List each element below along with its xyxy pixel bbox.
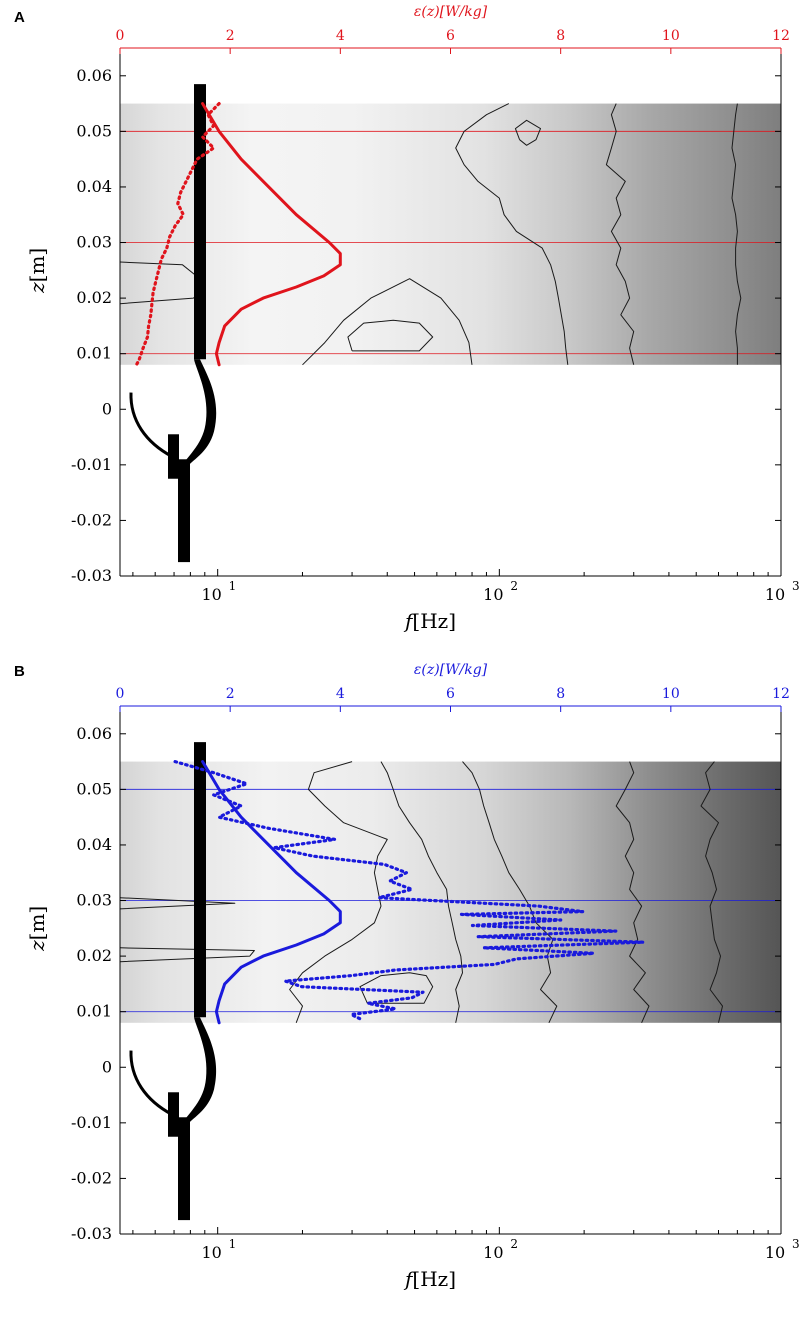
contour-line bbox=[700, 761, 723, 1023]
panel-letter: B bbox=[14, 663, 25, 680]
hub bbox=[168, 1092, 179, 1137]
dotted-profile bbox=[173, 759, 645, 1022]
contour-line bbox=[514, 119, 541, 146]
top-tick-label: 6 bbox=[446, 686, 455, 702]
y-axis-label-unit: [m] bbox=[25, 248, 49, 283]
contour-line bbox=[605, 103, 635, 365]
y-tick-label: -0.01 bbox=[71, 455, 112, 474]
y-tick-label: 0.04 bbox=[76, 177, 112, 196]
contour-line bbox=[302, 278, 473, 366]
impeller bbox=[178, 359, 217, 471]
x-tick-label: 10 bbox=[483, 1243, 503, 1262]
x-tick-label: 10 bbox=[765, 585, 785, 604]
x-axis-label: f[Hz] bbox=[403, 609, 456, 633]
heatmap bbox=[120, 761, 781, 1023]
impeller-arm bbox=[129, 1050, 173, 1116]
y-tick-label: 0.05 bbox=[76, 121, 112, 140]
top-tick-label: 12 bbox=[772, 28, 790, 44]
x-axis-label-unit: [Hz] bbox=[412, 1267, 456, 1291]
top-tick-label: 10 bbox=[662, 686, 680, 702]
contour-line bbox=[455, 103, 569, 365]
y-tick-label: 0.03 bbox=[76, 891, 112, 910]
contour-line bbox=[380, 761, 463, 1023]
top-tick-label: 6 bbox=[446, 28, 455, 44]
impeller bbox=[178, 1017, 217, 1129]
contour-line bbox=[462, 761, 558, 1024]
y-tick-label: -0.01 bbox=[71, 1113, 112, 1132]
top-tick-label: 0 bbox=[116, 686, 125, 702]
contour-line bbox=[347, 319, 434, 352]
x-tick-exponent: 3 bbox=[792, 1237, 800, 1251]
x-axis-label: f[Hz] bbox=[403, 1267, 456, 1291]
y-tick-label: 0 bbox=[102, 399, 112, 418]
y-tick-label: 0.01 bbox=[76, 1002, 112, 1021]
y-tick-label: 0.01 bbox=[76, 344, 112, 363]
top-axis-label: ε(z)[W/kg] bbox=[414, 662, 488, 678]
y-tick-label: 0.06 bbox=[76, 66, 112, 85]
contour-line bbox=[119, 947, 255, 963]
y-axis-label: z[m] bbox=[25, 248, 49, 294]
top-tick-label: 2 bbox=[226, 28, 235, 44]
top-axis-label: ε(z)[W/kg] bbox=[414, 4, 488, 20]
top-tick-label: 2 bbox=[226, 686, 235, 702]
impeller-arm bbox=[129, 392, 173, 458]
contour-line bbox=[359, 972, 434, 1004]
shaft bbox=[194, 742, 206, 1018]
y-tick-label: -0.03 bbox=[71, 1224, 112, 1243]
x-tick-label: 10 bbox=[201, 585, 221, 604]
y-tick-label: 0.02 bbox=[76, 288, 112, 307]
top-tick-label: 8 bbox=[556, 686, 565, 702]
y-tick-label: 0.05 bbox=[76, 779, 112, 798]
heatmap bbox=[120, 103, 781, 365]
shaft bbox=[194, 84, 206, 360]
x-tick-exponent: 3 bbox=[792, 579, 800, 593]
solid-profile bbox=[201, 760, 342, 1025]
top-tick-label: 10 bbox=[662, 28, 680, 44]
y-tick-label: 0.04 bbox=[76, 835, 112, 854]
x-tick-label: 10 bbox=[765, 1243, 785, 1262]
x-tick-exponent: 1 bbox=[229, 1237, 237, 1251]
top-tick-label: 8 bbox=[556, 28, 565, 44]
y-axis-label: z[m] bbox=[25, 906, 49, 952]
contour-line bbox=[731, 103, 742, 365]
x-tick-exponent: 2 bbox=[510, 579, 518, 593]
panel-letter: A bbox=[14, 9, 25, 26]
top-tick-label: 4 bbox=[336, 28, 345, 44]
x-tick-label: 10 bbox=[483, 585, 503, 604]
top-tick-label: 0 bbox=[116, 28, 125, 44]
contour-line bbox=[615, 761, 650, 1024]
x-tick-exponent: 1 bbox=[229, 579, 237, 593]
contour-line bbox=[119, 897, 236, 910]
solid-profile bbox=[201, 102, 342, 367]
y-tick-label: -0.03 bbox=[71, 566, 112, 585]
top-tick-label: 12 bbox=[772, 686, 790, 702]
panel-a: A -0.03 -0.02 -0.01 0 0.01 0.02 0.03 0.04 0.05 0.0… bbox=[14, 4, 800, 633]
dotted-profile bbox=[134, 101, 221, 367]
y-tick-label: 0.02 bbox=[76, 946, 112, 965]
y-tick-label: -0.02 bbox=[71, 510, 112, 529]
lower-shaft bbox=[178, 459, 190, 563]
lower-shaft bbox=[178, 1117, 190, 1221]
y-tick-label: 0.03 bbox=[76, 233, 112, 252]
y-tick-label: -0.02 bbox=[71, 1168, 112, 1187]
y-tick-label: 0.06 bbox=[76, 724, 112, 743]
y-axis-label-var: z bbox=[25, 940, 49, 952]
x-tick-label: 10 bbox=[201, 1243, 221, 1262]
x-axis-label-unit: [Hz] bbox=[412, 609, 456, 633]
y-axis-label-var: z bbox=[25, 282, 49, 294]
x-tick-exponent: 2 bbox=[510, 1237, 518, 1251]
top-tick-label: 4 bbox=[336, 686, 345, 702]
panel-b: B -0.03 -0.02 -0.01 0 0.01 0.02 0.03 0.04 0.05 0.0… bbox=[14, 662, 800, 1291]
contour-line bbox=[289, 761, 388, 1023]
hub bbox=[168, 434, 179, 479]
y-tick-label: 0 bbox=[102, 1057, 112, 1076]
y-axis-label-unit: [m] bbox=[25, 906, 49, 941]
